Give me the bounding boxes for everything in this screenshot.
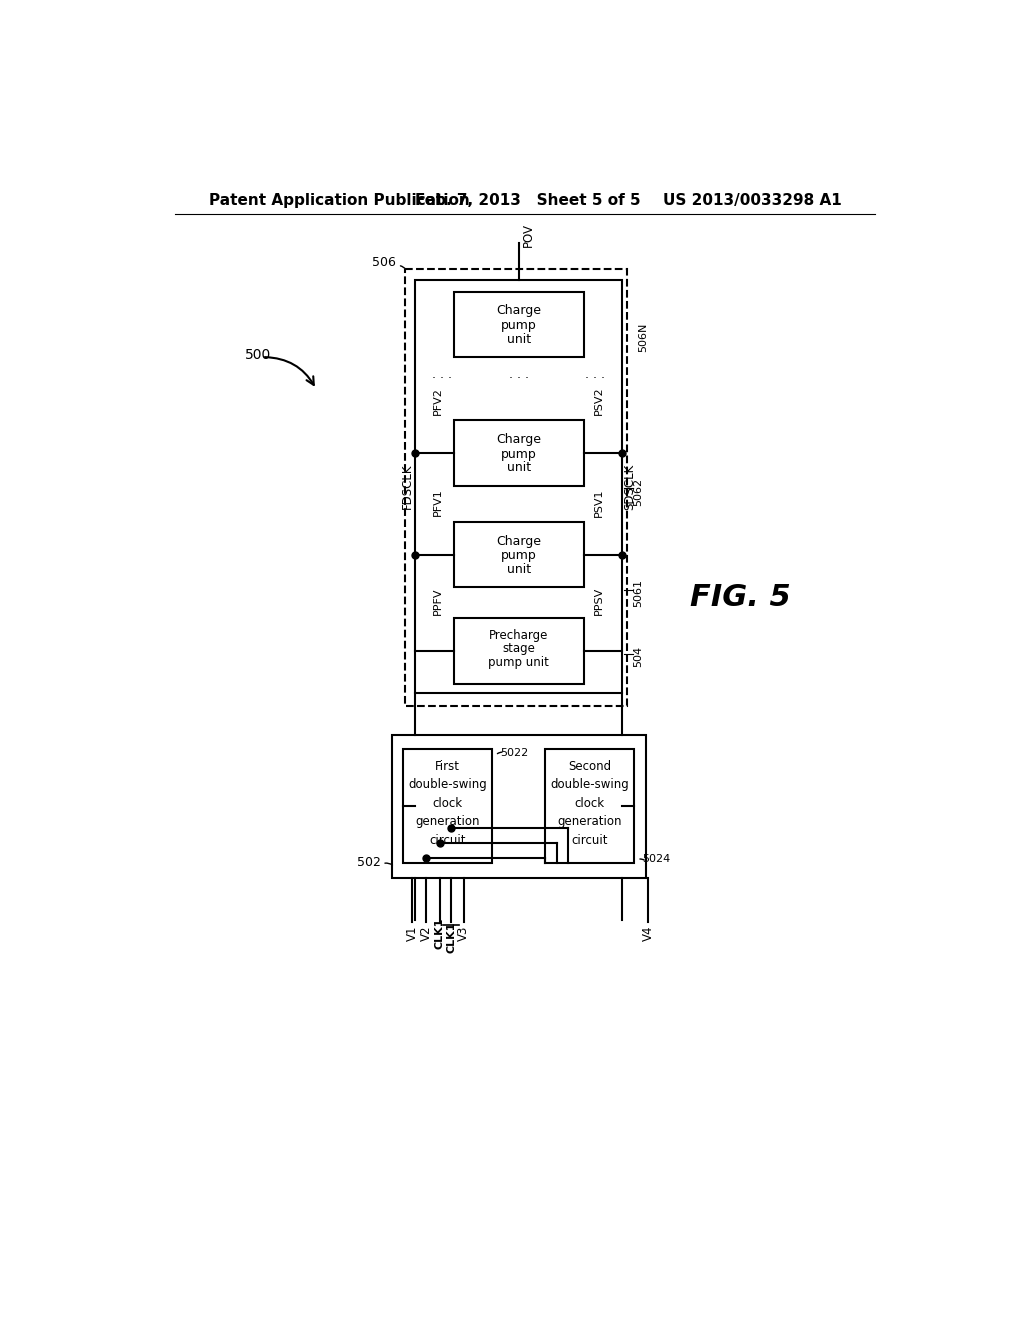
Text: SDSCLK: SDSCLK: [624, 463, 637, 510]
Text: V2: V2: [420, 925, 433, 941]
Text: Feb. 7, 2013   Sheet 5 of 5: Feb. 7, 2013 Sheet 5 of 5: [415, 193, 640, 209]
Text: unit: unit: [507, 462, 530, 474]
Text: PPFV: PPFV: [433, 587, 443, 615]
Text: PFV1: PFV1: [433, 488, 443, 516]
Text: pump: pump: [501, 549, 537, 562]
Text: . . .: . . .: [509, 367, 528, 380]
Text: FIG. 5: FIG. 5: [690, 583, 791, 611]
Text: 506N: 506N: [638, 323, 648, 352]
Text: unit: unit: [507, 333, 530, 346]
Text: PSV1: PSV1: [594, 488, 604, 517]
Text: Patent Application Publication: Patent Application Publication: [209, 193, 470, 209]
Text: clock: clock: [432, 797, 463, 809]
Bar: [415, 280, 623, 693]
Text: pump unit: pump unit: [488, 656, 549, 669]
Text: 5022: 5022: [500, 748, 528, 758]
Text: CLK1: CLK1: [434, 917, 444, 949]
Text: . . .: . . .: [432, 367, 452, 380]
Bar: [454, 521, 584, 587]
Text: Charge: Charge: [496, 433, 541, 446]
Text: circuit: circuit: [571, 834, 608, 846]
Text: Precharge: Precharge: [488, 628, 548, 642]
Bar: [406, 268, 627, 706]
Text: stage: stage: [502, 643, 535, 656]
Text: FDSCLK: FDSCLK: [400, 463, 414, 510]
Text: circuit: circuit: [429, 834, 466, 846]
Text: First: First: [435, 760, 460, 772]
Text: US 2013/0033298 A1: US 2013/0033298 A1: [663, 193, 842, 209]
Text: PSV2: PSV2: [594, 387, 604, 416]
Text: Charge: Charge: [496, 305, 541, 317]
Text: PPSV: PPSV: [594, 587, 604, 615]
Text: . . .: . . .: [586, 367, 605, 380]
Text: 504: 504: [633, 645, 643, 667]
Text: CLK1: CLK1: [446, 921, 456, 953]
Text: 502: 502: [356, 855, 381, 869]
Bar: [545, 750, 634, 863]
Text: generation: generation: [416, 816, 480, 828]
Text: pump: pump: [501, 447, 537, 461]
Text: Charge: Charge: [496, 535, 541, 548]
Text: double-swing: double-swing: [409, 779, 487, 791]
Text: unit: unit: [507, 564, 530, 576]
Text: V4: V4: [641, 925, 654, 941]
Text: double-swing: double-swing: [550, 779, 629, 791]
Bar: [403, 750, 493, 863]
Bar: [454, 420, 584, 486]
Text: 5061: 5061: [633, 579, 643, 607]
Bar: [454, 618, 584, 684]
Text: V1: V1: [406, 925, 419, 941]
Bar: [391, 735, 646, 878]
Text: clock: clock: [574, 797, 604, 809]
Bar: [454, 292, 584, 358]
Text: PFV2: PFV2: [433, 387, 443, 414]
Text: POV: POV: [521, 223, 535, 247]
Text: pump: pump: [501, 319, 537, 333]
Text: 500: 500: [245, 347, 271, 362]
Text: V3: V3: [457, 925, 470, 941]
Text: 5024: 5024: [642, 854, 670, 865]
Text: Second: Second: [568, 760, 611, 772]
Text: 5062: 5062: [633, 478, 643, 506]
Text: 506: 506: [373, 256, 396, 269]
Text: generation: generation: [557, 816, 622, 828]
